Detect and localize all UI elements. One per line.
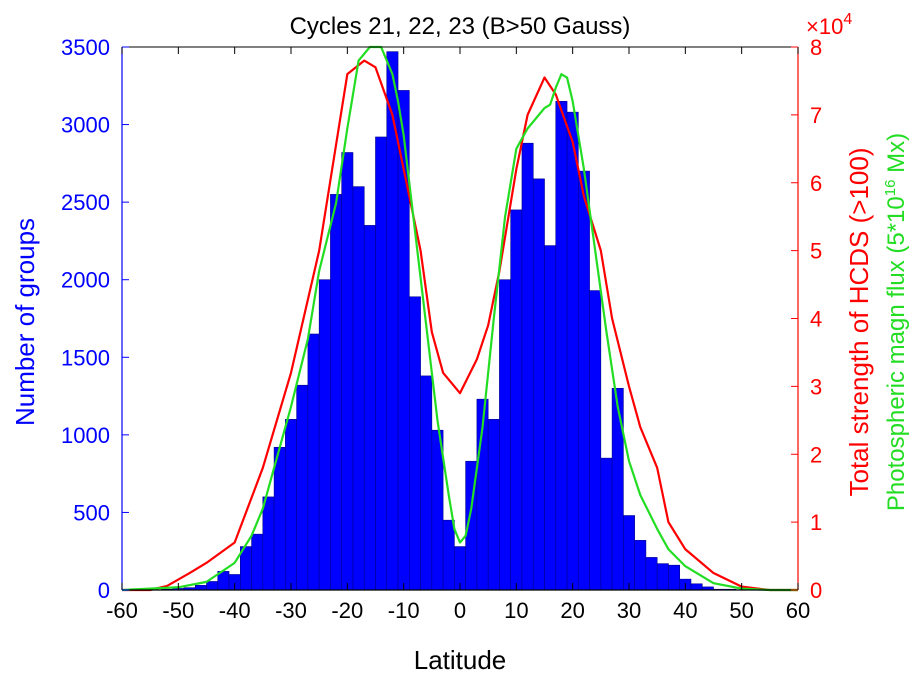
histogram-bar [262,496,275,591]
histogram-bar [499,279,511,591]
histogram-bar [544,245,557,591]
histogram-bar [566,111,579,591]
histogram-bar [318,279,331,591]
y2-tick-label: 8 [810,35,822,60]
y3-label-post: Mx) [883,133,910,180]
y-tick-label: 3500 [61,35,110,60]
x-tick-label: -60 [106,598,138,623]
photospheric-flux-line [121,45,798,592]
y2-tick-label: 7 [810,103,822,128]
histogram-bar [341,152,354,591]
hcds-strength-line [122,59,798,592]
x-tick-label: 40 [673,598,697,623]
y-axis-label: Number of groups [10,218,40,426]
y3-label-mid: *10 [883,196,910,232]
histogram-bar [420,375,433,591]
histogram-bar [532,178,545,591]
x-tick-label: -40 [219,598,251,623]
histogram-bar [577,170,590,591]
y-tick-label: 2500 [61,190,110,215]
x-tick-label: -10 [388,598,420,623]
y2-tick-label: 2 [810,442,822,467]
histogram-bar [690,583,703,591]
histogram-bar [521,142,534,591]
histogram-bar [307,333,320,591]
histogram-bar [375,136,388,591]
histogram-bar [273,446,286,591]
y2-multiplier-exp: 4 [843,11,852,28]
x-tick-label: 20 [560,598,584,623]
y2-axis-label: Total strength of HCDS (>100) [844,148,874,497]
y-tick-label: 500 [73,500,110,525]
histogram-bar [363,225,376,591]
x-tick-label: -20 [331,598,363,623]
y-tick-label: 3000 [61,113,110,138]
x-tick-label: 50 [729,598,753,623]
histogram-bar [555,101,568,591]
histogram-bar [611,388,624,591]
histogram-bar [408,296,421,591]
histogram-bar [285,419,297,591]
x-tick-label: 0 [454,598,466,623]
histogram-bar [194,585,207,591]
histogram-bar [645,557,658,591]
x-tick-label: 60 [786,598,810,623]
tick-labels: -60 -50 -40 -30 -20 -10 0 10 20 30 40 50 60050010001… [61,35,822,623]
histogram-bar [296,384,309,591]
y2-multiplier-base: ×10 [806,14,843,39]
series-lines [121,45,798,592]
y-tick-label: 1000 [61,423,110,448]
x-tick-label: -50 [162,598,194,623]
histogram-bar [668,564,680,591]
histogram-bar [206,581,219,591]
y2-tick-label: 6 [810,171,822,196]
chart-title: Cycles 21, 22, 23 (B>50 Gauss) [290,13,631,40]
x-axis-label: Latitude [414,645,507,675]
histogram-bar [634,540,647,591]
histogram-bar [623,515,635,591]
histogram-bar [251,533,264,591]
y2-tick-label: 0 [810,578,822,603]
histogram-bar [352,186,365,591]
y2-tick-label: 3 [810,374,822,399]
x-tick-label: -30 [275,598,307,623]
histogram-bar [442,519,455,591]
y2-tick-label: 5 [810,239,822,264]
y2-tick-label: 1 [810,510,822,535]
histogram-bars [161,51,737,591]
y3-label-pre: Photospheric magn flux (5 [883,232,910,511]
axes [121,46,799,591]
histogram-bar [656,563,669,591]
histogram-bar [330,194,342,591]
histogram-bar [589,290,602,591]
histogram-bar [510,209,523,591]
y-tick-label: 1500 [61,345,110,370]
y2-multiplier: ×104 [806,11,852,39]
y-tick-label: 0 [98,578,110,603]
x-tick-label: 10 [504,598,528,623]
y3-label-sup: 16 [882,180,899,197]
y3-axis-label: Photospheric magn flux (5*1016 Mx) [882,133,910,511]
y-tick-label: 2000 [61,268,110,293]
y2-tick-label: 4 [810,307,822,332]
histogram-bar [431,429,444,591]
histogram-bar [487,419,500,591]
x-tick-label: 30 [617,598,641,623]
histogram-bar [600,457,613,591]
